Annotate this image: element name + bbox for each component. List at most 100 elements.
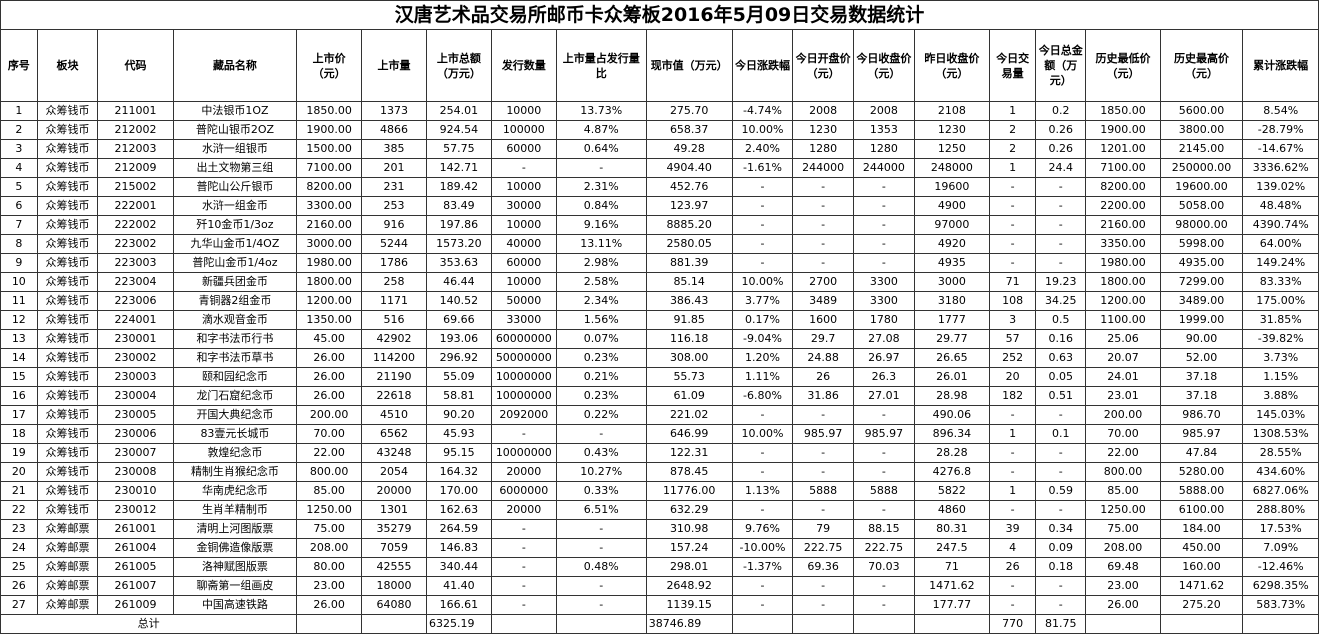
table-cell: 0.05 <box>1035 367 1087 387</box>
table-cell: 1900.00 <box>296 120 363 140</box>
table-cell: - <box>490 576 557 596</box>
table-cell: 2145.00 <box>1159 139 1244 159</box>
table-cell: 6100.00 <box>1159 500 1244 520</box>
table-row: 10 众筹钱币 223004 新疆兵团金币 1800.00 258 46.44 10000 2.… <box>0 272 1319 292</box>
table-cell: 0.26 <box>1035 120 1087 140</box>
table-cell: -12.46% <box>1242 557 1319 577</box>
table-cell: 2580.05 <box>645 234 733 254</box>
table-cell: - <box>731 234 794 254</box>
table-cell: 5244 <box>361 234 427 254</box>
table-cell: 1 <box>0 101 38 121</box>
table-cell: 众筹钱币 <box>36 120 99 140</box>
table-cell: 248000 <box>913 158 991 178</box>
table-row: 20 众筹钱币 230008 精制生肖猴纪念币 800.00 2054 164.32 2000… <box>0 462 1319 482</box>
table-cell: 215002 <box>97 177 174 197</box>
column-header: 历史最高价（元） <box>1159 29 1244 102</box>
table-cell: - <box>490 519 557 539</box>
table-cell: 3 <box>0 139 38 159</box>
table-cell: 2054 <box>361 462 427 482</box>
table-cell: 160.00 <box>1159 557 1244 577</box>
table-cell: 0.21% <box>555 367 647 387</box>
table-cell: 22 <box>0 500 38 520</box>
table-cell: 254.01 <box>425 101 492 121</box>
table-cell: 175.00% <box>1242 291 1319 311</box>
table-cell: 43248 <box>361 443 427 463</box>
table-cell: 1780 <box>853 310 915 330</box>
table-row: 17 众筹钱币 230005 开国大典纪念币 200.00 4510 90.20 209200… <box>0 405 1319 425</box>
table-cell: 9.76% <box>731 519 794 539</box>
table-cell: 1353 <box>853 120 915 140</box>
table-cell: 896.34 <box>913 424 991 444</box>
table-cell: 22618 <box>361 386 427 406</box>
table-cell: 清明上河图版票 <box>172 519 298 539</box>
table-cell: -39.82% <box>1242 329 1319 349</box>
table-cell: 2.31% <box>555 177 647 197</box>
table-cell: 19.23 <box>1035 272 1087 292</box>
table-cell: 6000000 <box>490 481 557 501</box>
table-cell: 众筹邮票 <box>36 538 99 558</box>
table-cell: 26.00 <box>1085 595 1161 615</box>
table-cell: 3.77% <box>731 291 794 311</box>
column-header: 今日总金额（万元） <box>1035 29 1087 102</box>
table-cell: 20000 <box>490 462 557 482</box>
table-cell: 5888 <box>853 481 915 501</box>
table-cell: 275.70 <box>645 101 733 121</box>
table-cell: 221.02 <box>645 405 733 425</box>
total-volume: 770 <box>989 614 1037 634</box>
table-cell: 10000000 <box>490 367 557 387</box>
table-cell: 1201.00 <box>1085 139 1161 159</box>
table-cell: 0.48% <box>555 557 647 577</box>
table-cell: 2200.00 <box>1085 196 1161 216</box>
table-cell: 3350.00 <box>1085 234 1161 254</box>
table-cell: 385 <box>361 139 427 159</box>
table-cell: 众筹钱币 <box>36 424 99 444</box>
table-cell: 26.00 <box>296 595 363 615</box>
table-row: 7 众筹钱币 222002 歼10金币1/3oz 2160.00 916 197.86 100… <box>0 215 1319 235</box>
table-cell: 27.08 <box>853 329 915 349</box>
table-cell: 90.20 <box>425 405 492 425</box>
table-cell: 众筹钱币 <box>36 215 99 235</box>
table-cell: 众筹钱币 <box>36 101 99 121</box>
table-cell: 37.18 <box>1159 367 1244 387</box>
table-cell: 众筹钱币 <box>36 500 99 520</box>
table-cell: 3489 <box>792 291 855 311</box>
table-cell: 33000 <box>490 310 557 330</box>
table-cell: 11 <box>0 291 38 311</box>
table-cell: 55.09 <box>425 367 492 387</box>
table-cell: 10.27% <box>555 462 647 482</box>
table-cell: - <box>555 576 647 596</box>
table-cell: 924.54 <box>425 120 492 140</box>
table-cell: 42555 <box>361 557 427 577</box>
header-row: 序号 板块 代码 藏品名称 上市价（元） 上市量 上市总额（万元） 发行数量 上市量占发行量比现… <box>0 29 1319 102</box>
table-cell: 450.00 <box>1159 538 1244 558</box>
table-cell: 85.00 <box>296 481 363 501</box>
table-cell: 247.5 <box>913 538 991 558</box>
table-cell: 35279 <box>361 519 427 539</box>
table-cell: 139.02% <box>1242 177 1319 197</box>
table-cell: 37.18 <box>1159 386 1244 406</box>
table-cell: 298.01 <box>645 557 733 577</box>
table-cell: 434.60% <box>1242 462 1319 482</box>
table-cell: 50000 <box>490 291 557 311</box>
table-cell: 340.44 <box>425 557 492 577</box>
table-row: 1 众筹钱币 211001 中法银币1OZ 1850.00 1373 254.01 10000… <box>0 101 1319 121</box>
table-cell: 1500.00 <box>296 139 363 159</box>
table-cell: 0.17% <box>731 310 794 330</box>
table-cell: - <box>989 462 1037 482</box>
table-cell: 13.11% <box>555 234 647 254</box>
table-cell: 1308.53% <box>1242 424 1319 444</box>
table-cell: - <box>731 462 794 482</box>
table-cell: 众筹钱币 <box>36 234 99 254</box>
table-cell: 13.73% <box>555 101 647 121</box>
table-cell: 6 <box>0 196 38 216</box>
table-cell: 0.5 <box>1035 310 1087 330</box>
table-cell: 244000 <box>792 158 855 178</box>
table-cell: 20 <box>989 367 1037 387</box>
table-cell: -9.04% <box>731 329 794 349</box>
table-cell: 3000.00 <box>296 234 363 254</box>
table-cell: 80.31 <box>913 519 991 539</box>
table-cell: 0.23% <box>555 348 647 368</box>
total-market-value: 38746.89 <box>645 614 733 634</box>
table-cell: 85.00 <box>1085 481 1161 501</box>
table-cell: 2648.92 <box>645 576 733 596</box>
